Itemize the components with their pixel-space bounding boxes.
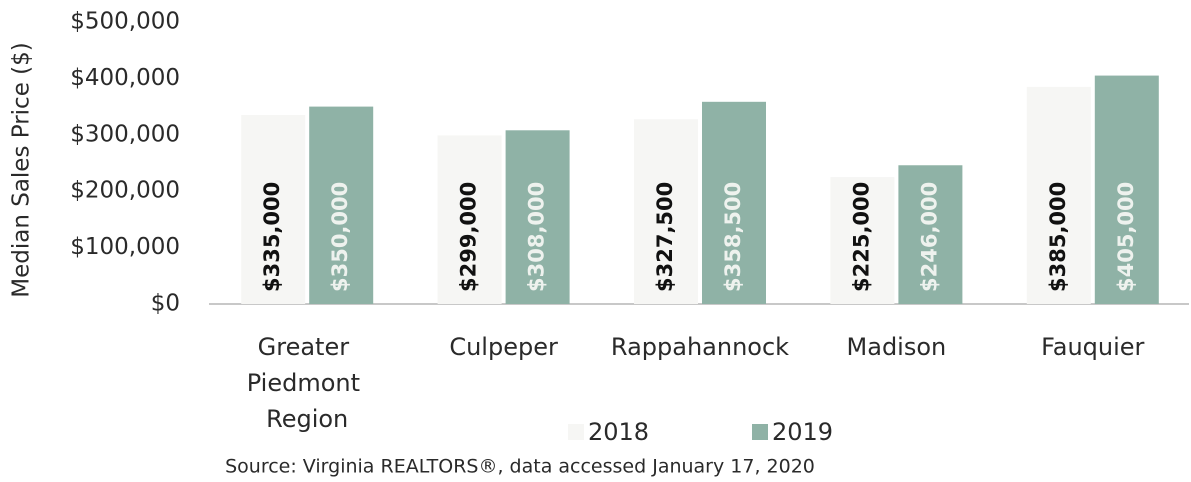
bar bbox=[1026, 86, 1091, 304]
x-tick-label: Rappahannock bbox=[611, 333, 789, 361]
bar bbox=[830, 177, 895, 304]
y-tick-label: $300,000 bbox=[70, 121, 180, 147]
data-label: $385,000 bbox=[1046, 182, 1070, 292]
bar bbox=[437, 135, 502, 304]
data-label: $405,000 bbox=[1114, 182, 1138, 292]
data-label: $225,000 bbox=[849, 182, 873, 292]
data-label: $299,000 bbox=[457, 182, 481, 292]
data-label: $308,000 bbox=[525, 182, 549, 292]
y-axis-label: Median Sales Price ($) bbox=[9, 42, 35, 298]
legend-label: 2019 bbox=[772, 418, 833, 446]
legend-label: 2018 bbox=[588, 418, 649, 446]
y-tick-label: $0 bbox=[151, 291, 180, 317]
data-label: $350,000 bbox=[328, 182, 352, 292]
data-label: $327,500 bbox=[653, 182, 677, 292]
x-tick-label: Culpeper bbox=[449, 333, 558, 361]
x-tick-label: Greater Piedmont Region bbox=[247, 333, 368, 433]
data-label: $358,500 bbox=[721, 182, 745, 292]
x-tick-label: Fauquier bbox=[1041, 333, 1144, 361]
bar bbox=[1094, 75, 1159, 304]
data-label: $335,000 bbox=[260, 182, 284, 292]
legend-swatch bbox=[568, 424, 584, 440]
bar bbox=[241, 115, 306, 304]
legend-swatch bbox=[752, 424, 768, 440]
bar bbox=[309, 106, 374, 304]
bar bbox=[898, 165, 963, 304]
data-label: $246,000 bbox=[917, 182, 941, 292]
y-tick-label: $100,000 bbox=[70, 234, 180, 260]
y-tick-label: $500,000 bbox=[70, 9, 180, 35]
bar bbox=[505, 130, 570, 304]
x-tick-label: Madison bbox=[847, 333, 947, 361]
source: Source: Virginia REALTORS®, data accesse… bbox=[225, 456, 815, 478]
bar bbox=[634, 119, 698, 304]
bar bbox=[702, 101, 766, 304]
y-tick-label: $400,000 bbox=[70, 65, 180, 91]
y-tick-label: $200,000 bbox=[70, 178, 180, 204]
